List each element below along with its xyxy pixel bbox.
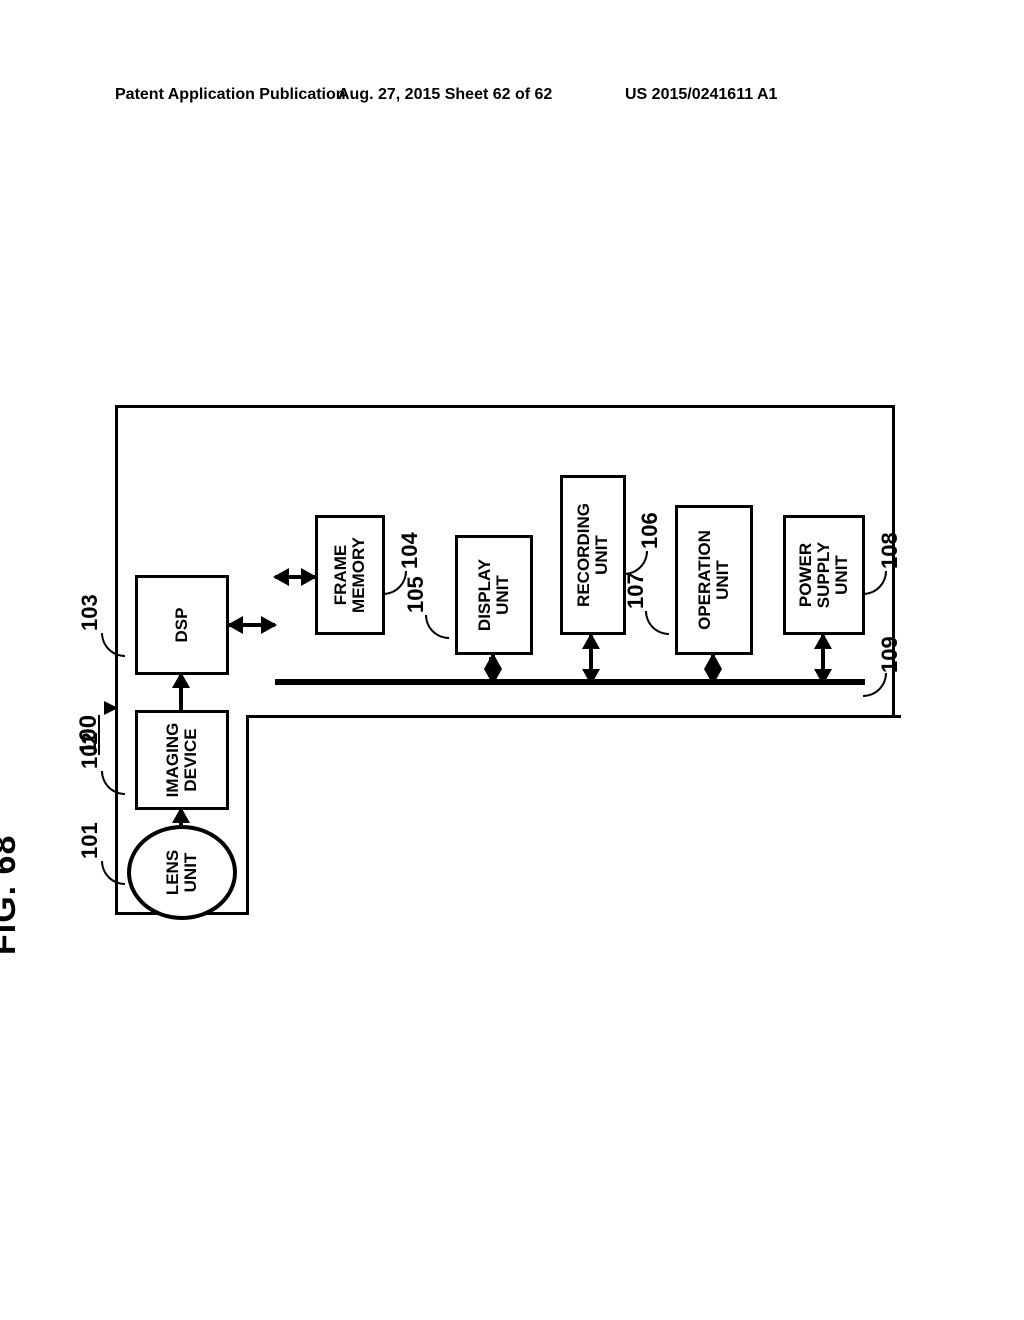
dsp-block: DSP: [135, 575, 229, 675]
bus-line: [275, 679, 865, 685]
frame-ref: 104: [397, 532, 423, 569]
power-supply-label: POWERSUPPLYUNIT: [797, 542, 852, 608]
figure-stage: FIG. 68 100 LENSUNIT 101 IMAGINGDEVICE 1…: [115, 405, 895, 915]
lead-curve-icon: [101, 771, 125, 795]
header-publication: Patent Application Publication: [115, 86, 346, 104]
frame-memory-block: FRAMEMEMORY: [315, 515, 385, 635]
lens-unit-label: LENSUNIT: [164, 850, 200, 895]
lens-unit-block: LENSUNIT: [127, 825, 237, 920]
bus-ref: 109: [877, 636, 903, 673]
page: Patent Application Publication Aug. 27, …: [0, 0, 1024, 1320]
arrow-icon: [179, 674, 183, 710]
arrowhead-icon: [814, 669, 832, 685]
display-unit-label: DISPLAYUNIT: [476, 559, 512, 631]
operation-unit-block: OPERATIONUNIT: [675, 505, 753, 655]
recording-unit-label: RECORDINGUNIT: [575, 503, 611, 607]
frame-memory-label: FRAMEMEMORY: [332, 537, 368, 613]
lead-curve-icon: [101, 633, 125, 657]
operation-ref: 107: [623, 572, 649, 609]
dsp-label: DSP: [173, 608, 191, 643]
imaging-device-block: IMAGINGDEVICE: [135, 710, 229, 810]
imaging-ref: 102: [77, 732, 103, 769]
imaging-device-label: IMAGINGDEVICE: [164, 723, 200, 798]
arrowhead-icon: [582, 669, 600, 685]
operation-unit-label: OPERATIONUNIT: [696, 530, 732, 630]
dsp-ref: 103: [77, 594, 103, 631]
double-arrow-icon: [229, 623, 275, 627]
chassis-notch: [246, 715, 901, 915]
arrowhead-icon: [704, 669, 722, 685]
header-date-sheet: Aug. 27, 2015 Sheet 62 of 62: [338, 86, 552, 104]
arrowhead-icon: [704, 653, 722, 669]
header-pubnum: US 2015/0241611 A1: [625, 86, 777, 104]
power-supply-block: POWERSUPPLYUNIT: [783, 515, 865, 635]
arrow-icon: [179, 809, 183, 827]
lens-ref: 101: [77, 822, 103, 859]
arrowhead-icon: [484, 653, 502, 669]
power-ref: 108: [877, 532, 903, 569]
figure-label: FIG. 68: [0, 835, 24, 955]
display-ref: 105: [403, 576, 429, 613]
double-arrow-icon: [275, 575, 315, 579]
arrowhead-icon: [814, 633, 832, 649]
arrowhead-icon: [582, 633, 600, 649]
arrowhead-icon: [484, 669, 502, 685]
device-chassis: [115, 405, 895, 915]
lead-curve-icon: [101, 861, 125, 885]
recording-ref: 106: [637, 512, 663, 549]
recording-unit-block: RECORDINGUNIT: [560, 475, 626, 635]
display-unit-block: DISPLAYUNIT: [455, 535, 533, 655]
